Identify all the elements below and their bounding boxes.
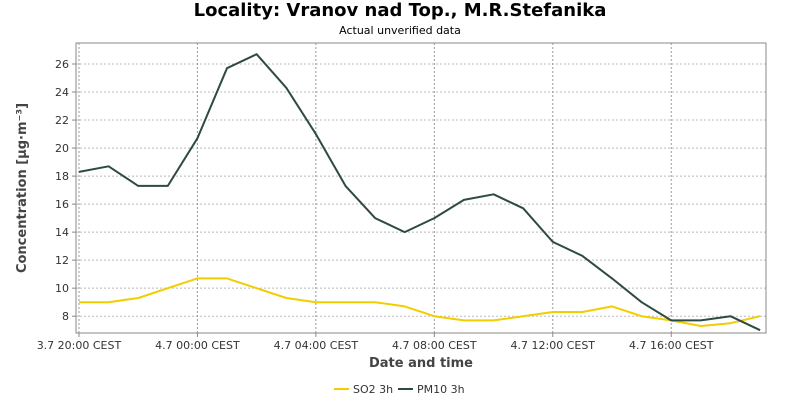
x-axis-ticks: 3.7 20:00 CEST 4.7 00:00 CEST 4.7 04:00 CE… <box>37 333 714 352</box>
y-tick-label: 24 <box>55 86 69 99</box>
x-tick-label: 3.7 20:00 CEST <box>37 339 122 352</box>
x-axis-title: Date and time <box>369 356 473 371</box>
y-tick-label: 18 <box>55 170 69 183</box>
y-axis-ticks: 8 10 12 14 16 18 20 22 24 26 <box>55 58 76 323</box>
legend: SO2 3h PM10 3h <box>334 383 465 396</box>
y-tick-label: 16 <box>55 198 69 211</box>
y-tick-label: 20 <box>55 142 69 155</box>
y-tick-label: 26 <box>55 58 69 71</box>
series-line-so2-3h <box>79 277 761 327</box>
chart-title: Locality: Vranov nad Top., M.R.Stefanika <box>193 0 607 21</box>
x-tick-label: 4.7 12:00 CEST <box>511 339 596 352</box>
legend-label: SO2 3h <box>353 383 393 396</box>
series-lines <box>78 53 761 332</box>
x-tick-label: 4.7 16:00 CEST <box>629 339 714 352</box>
plot-area <box>75 42 767 334</box>
x-tick-label: 4.7 00:00 CEST <box>155 339 240 352</box>
y-tick-label: 14 <box>55 226 69 239</box>
y-tick-label: 10 <box>55 282 69 295</box>
x-tick-label: 4.7 04:00 CEST <box>274 339 359 352</box>
series-line-pm10-3h <box>78 53 761 332</box>
grid <box>76 43 766 333</box>
y-tick-label: 8 <box>62 310 69 323</box>
y-tick-label: 22 <box>55 114 69 127</box>
chart-subtitle: Actual unverified data <box>339 24 461 37</box>
legend-label: PM10 3h <box>417 383 465 396</box>
y-tick-label: 12 <box>55 254 69 267</box>
x-tick-label: 4.7 08:00 CEST <box>392 339 477 352</box>
y-axis-title: Concentration [µg·m⁻³] <box>15 103 30 273</box>
